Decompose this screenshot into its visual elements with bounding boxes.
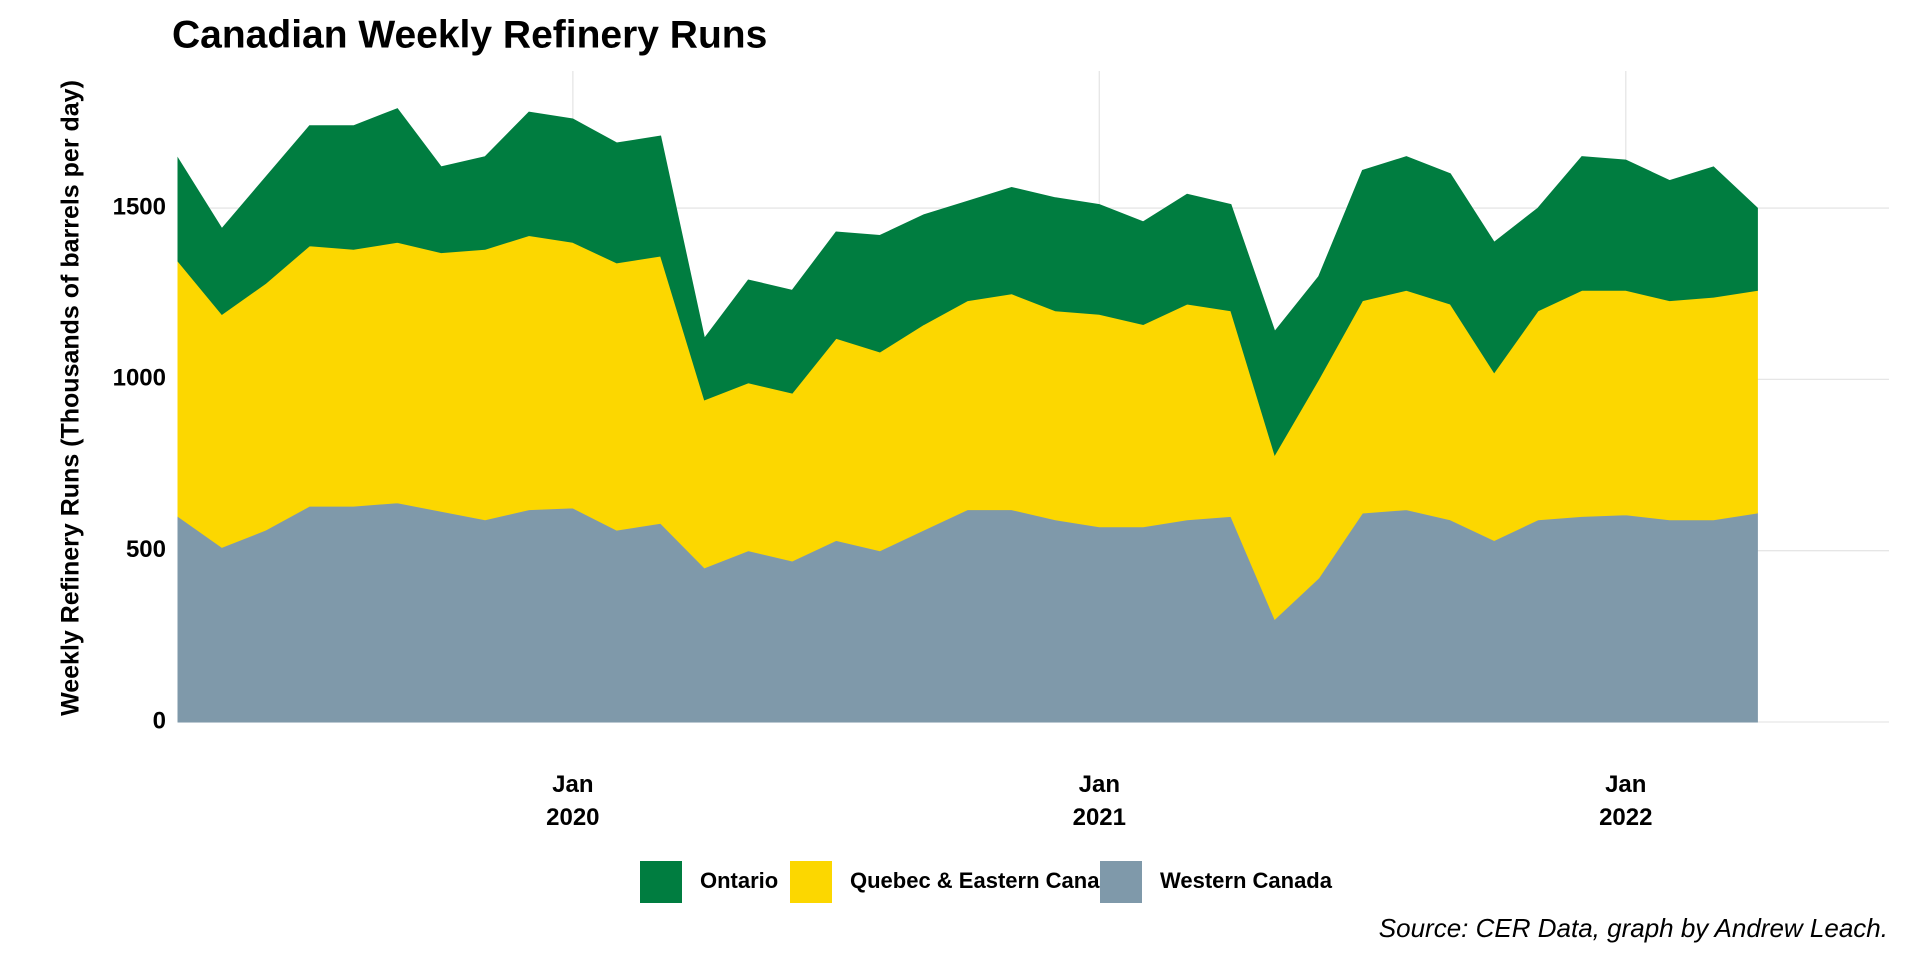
- legend-label: Western Canada: [1160, 868, 1333, 893]
- y-tick-label: 1000: [113, 365, 166, 392]
- y-axis-label: Weekly Refinery Runs (Thousands of barre…: [57, 80, 85, 716]
- y-tick-label: 0: [153, 707, 166, 734]
- plot-area: [177, 108, 1758, 723]
- legend-key: [640, 861, 682, 903]
- area: [177, 502, 1758, 723]
- x-tick-label: Jan 2020: [546, 771, 599, 831]
- chart-title: Canadian Weekly Refinery Runs: [172, 13, 767, 56]
- x-tick-label: Jan 2022: [1599, 771, 1652, 831]
- legend-key: [1100, 861, 1142, 903]
- legend-label: Ontario: [700, 868, 778, 893]
- legend-key: [790, 861, 832, 903]
- y-tick-label: 1500: [113, 193, 166, 220]
- legend-label: Quebec & Eastern Canada: [850, 868, 1126, 893]
- x-tick-label: Jan 2021: [1073, 771, 1126, 831]
- y-tick-label: 500: [126, 536, 166, 563]
- source-note: Source: CER Data, graph by Andrew Leach.: [1379, 913, 1888, 943]
- area: [177, 108, 1758, 456]
